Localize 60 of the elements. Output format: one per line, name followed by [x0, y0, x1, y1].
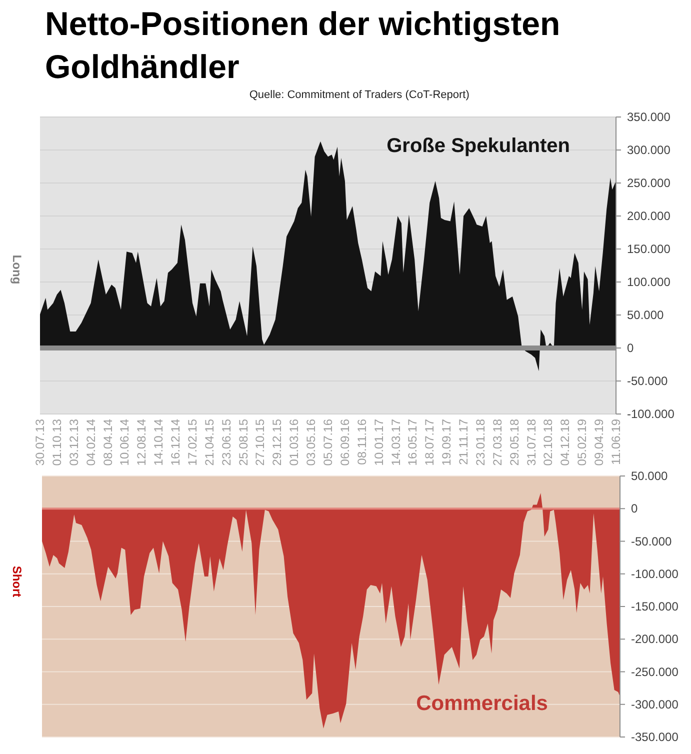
- y-tick-label: 150.000: [627, 242, 671, 256]
- x-tick-label: 21.11.17: [456, 418, 471, 465]
- y-tick-label: 250.000: [627, 176, 671, 190]
- chart-title: Netto-Positionen der wichtigsten Goldhändler: [45, 5, 560, 85]
- y-tick-label: 0: [631, 502, 638, 516]
- x-tick-label: 14.03.17: [388, 418, 403, 466]
- y-tick-label: 50.000: [631, 469, 668, 483]
- y-tick-label: -150.000: [631, 600, 679, 614]
- y-tick-label: 300.000: [627, 143, 671, 157]
- y-tick-label: -250.000: [631, 664, 679, 679]
- x-tick-label: 01.03.16: [287, 418, 302, 466]
- y-tick-label: -50.000: [631, 534, 672, 548]
- x-tick-label: 04.02.14: [84, 418, 98, 466]
- x-tick-label: 10.01.17: [372, 418, 386, 466]
- y-tick-label: -100.000: [627, 407, 675, 421]
- x-tick-label: 11.06.19: [609, 418, 623, 465]
- series-label: Commercials: [416, 692, 548, 715]
- x-tick-label: 01.10.13: [50, 418, 64, 466]
- x-tick-label: 02.10.18: [541, 418, 556, 466]
- x-tick-label: 16.12.14: [168, 418, 183, 466]
- y-tick-label: -50.000: [627, 374, 668, 388]
- y-tick-label: 350.000: [627, 110, 671, 124]
- y-tick-label: -300.000: [631, 697, 679, 712]
- x-tick-label: 29.05.18: [507, 418, 522, 466]
- x-tick-label: 16.05.17: [406, 418, 420, 466]
- x-tick-label: 27.03.18: [490, 418, 504, 466]
- x-tick-label: 29.12.15: [270, 418, 284, 466]
- x-tick-label: 05.02.19: [575, 418, 590, 466]
- x-tick-label: 30.07.13: [33, 418, 47, 466]
- x-tick-label: 03.12.13: [66, 418, 81, 466]
- x-tick-label: 03.05.16: [304, 418, 318, 466]
- y-tick-label: -100.000: [631, 566, 679, 581]
- y-axis-title: Short: [10, 566, 24, 598]
- text: Große Spekulanten: [386, 135, 570, 157]
- y-tick-label: 200.000: [627, 209, 671, 223]
- x-tick-label: 19.09.17: [440, 418, 454, 466]
- x-tick-label: 08.11.16: [354, 418, 369, 465]
- y-tick-label: -350.000: [631, 730, 679, 744]
- x-tick-label: 06.09.16: [338, 418, 352, 466]
- x-tick-label: 25.08.15: [236, 418, 250, 466]
- x-tick-label: 04.12.18: [558, 418, 572, 466]
- y-tick-label: 50.000: [627, 308, 664, 322]
- x-tick-label: 09.04.19: [592, 418, 606, 466]
- y-axis-title: Long: [10, 254, 24, 284]
- x-tick-label: 23.01.18: [473, 418, 488, 466]
- x-tick-label: 17.02.15: [185, 418, 200, 466]
- x-tick-label: 10.06.14: [118, 418, 132, 466]
- source-note: Quelle: Commitment of Traders (CoT-Report): [249, 89, 470, 101]
- y-tick-label: 100.000: [627, 275, 671, 289]
- x-tick-label: 05.07.16: [321, 418, 335, 466]
- x-tick-label: 12.08.14: [134, 418, 149, 466]
- x-tick-label: 08.04.14: [100, 418, 115, 466]
- y-tick-label: -200.000: [631, 632, 679, 646]
- x-tick-label: 14.10.14: [152, 418, 166, 466]
- x-tick-label: 18.07.17: [422, 418, 437, 466]
- y-tick-label: 0: [627, 341, 634, 355]
- x-tick-label: 31.07.18: [524, 418, 538, 466]
- x-tick-label: 23.06.15: [219, 418, 234, 466]
- x-tick-label: 21.04.15: [202, 418, 216, 466]
- x-tick-label: 27.10.15: [253, 418, 268, 466]
